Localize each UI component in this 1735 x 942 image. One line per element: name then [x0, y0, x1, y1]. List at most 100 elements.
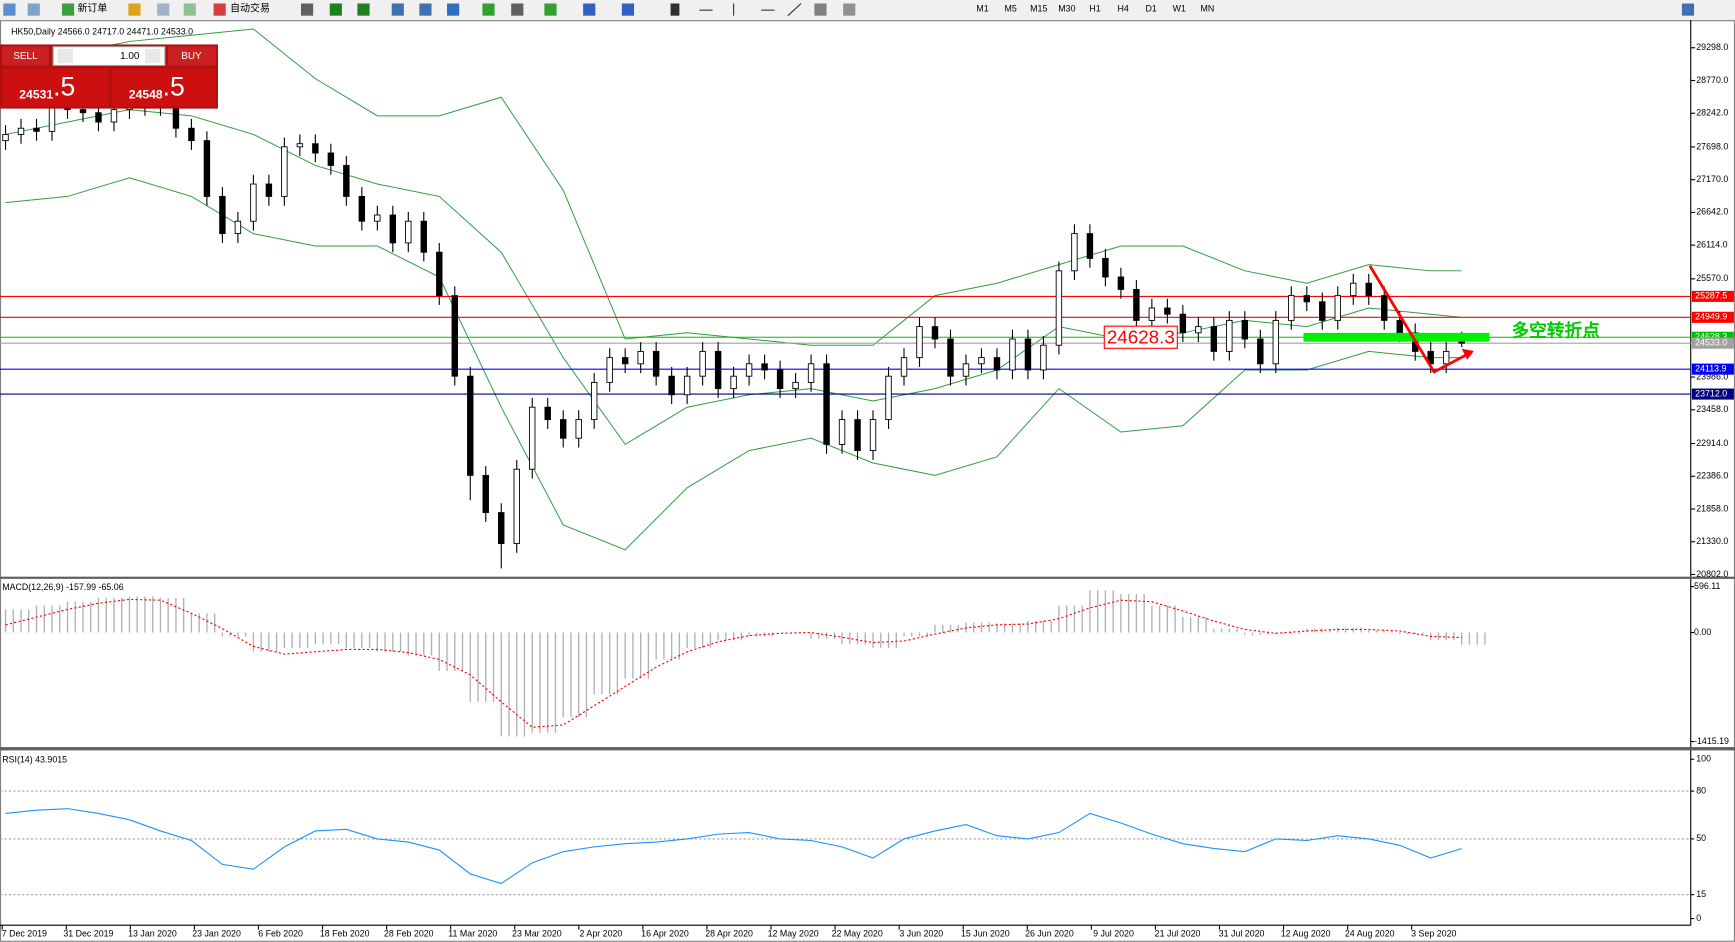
buy-button[interactable] [168, 46, 216, 66]
timeframe-button[interactable]: M5 [1005, 3, 1017, 13]
icon[interactable] [843, 3, 856, 16]
icon[interactable] [583, 3, 596, 16]
sell-price-pips[interactable]: .5 [53, 72, 75, 102]
sell-label[interactable]: SELL [13, 51, 38, 62]
timeframe-button[interactable]: M15 [1030, 3, 1047, 13]
x-tick-label: 21 Jul 2020 [1155, 928, 1201, 938]
candle-body [1226, 319, 1233, 352]
x-tick-label: 3 Jun 2020 [899, 928, 943, 938]
candle-body [312, 143, 319, 154]
icon[interactable] [482, 3, 495, 16]
candle-body [389, 214, 397, 244]
icon[interactable] [621, 3, 635, 16]
candle-body [1009, 338, 1016, 371]
icon[interactable] [787, 3, 802, 17]
price-pane: 29298.0 28770.0 28242.0 27698.0 27170.0 26642… [0, 28, 1734, 579]
spinner[interactable] [144, 48, 161, 64]
annotation-box [1103, 325, 1178, 349]
icon[interactable] [447, 3, 460, 16]
spinner[interactable] [57, 48, 74, 64]
x-tick-label: 3 Sep 2020 [1411, 928, 1456, 938]
candle-body [590, 381, 598, 421]
timeframe-button[interactable]: D1 [1146, 3, 1157, 13]
candle-body [1350, 282, 1357, 297]
buy-price[interactable]: 24548 [129, 88, 163, 102]
icon[interactable] [511, 3, 524, 16]
candle-body [219, 195, 226, 235]
icon[interactable] [329, 3, 342, 16]
buy-price-pips[interactable]: .5 [163, 72, 185, 102]
candle-body [1117, 276, 1125, 290]
y-tick-label: 15 [1696, 889, 1706, 899]
candle-body [467, 375, 474, 476]
y-tick-label: 22914.0 [1696, 438, 1728, 448]
timeframe-button[interactable]: H1 [1089, 3, 1100, 13]
buy-price-box[interactable] [111, 68, 216, 107]
timeframe-button[interactable]: M1 [976, 3, 988, 13]
icon[interactable] [544, 3, 557, 16]
icon[interactable] [391, 3, 404, 16]
sell-price[interactable]: 24531 [19, 88, 53, 102]
icon[interactable] [157, 3, 170, 16]
price-level-label: 24949.9 [1695, 312, 1727, 322]
x-tick-label: 23 Mar 2020 [512, 928, 562, 938]
icon[interactable] [183, 3, 196, 16]
y-tick-label: 23458.0 [1696, 404, 1728, 414]
candle-body [95, 112, 102, 123]
candle-body [1133, 288, 1140, 321]
icon[interactable] [300, 3, 314, 16]
x-tick-label: 31 Jul 2020 [1219, 928, 1265, 938]
y-tick-label: 23986.0 [1696, 371, 1728, 381]
candle-body [978, 357, 985, 365]
candle-body [1102, 257, 1109, 278]
timeframe-button[interactable]: M30 [1058, 3, 1075, 13]
candle-body [885, 375, 892, 421]
y-tick-label: 21858.0 [1696, 503, 1728, 513]
sell-button[interactable] [2, 46, 49, 66]
lots-input[interactable] [52, 46, 166, 67]
icon[interactable] [213, 3, 226, 16]
arrow-head [1461, 348, 1474, 360]
candle-body [1303, 295, 1310, 303]
icon[interactable] [357, 3, 370, 16]
candle-body [575, 419, 582, 439]
price-level-tag [1691, 363, 1734, 375]
lots-value[interactable]: 1.00 [120, 51, 140, 62]
candle-body [947, 338, 954, 377]
y-tick-label: 26642.0 [1696, 207, 1728, 217]
y-tick-label: 29298.0 [1696, 42, 1728, 52]
candle-body [343, 164, 350, 197]
icon[interactable] [419, 3, 432, 16]
icon[interactable] [27, 3, 40, 16]
timeframe-button[interactable]: W1 [1173, 3, 1186, 13]
candle-body [296, 143, 304, 148]
x-tick-label: 11 Mar 2020 [448, 928, 497, 938]
candle-body [529, 406, 536, 470]
toolbar-button[interactable]: 新订单 [77, 2, 107, 15]
candle-body [1086, 233, 1094, 259]
candle-body [730, 375, 737, 390]
timeframe-button[interactable]: MN [1201, 3, 1215, 13]
sell-price-box[interactable] [2, 68, 109, 107]
candle-body [482, 474, 489, 514]
candle-body [854, 419, 861, 452]
icon[interactable] [670, 3, 680, 16]
icon[interactable] [1681, 3, 1695, 16]
candle-body [436, 251, 443, 297]
x-tick-label: 28 Feb 2020 [384, 928, 434, 938]
icon[interactable] [3, 3, 16, 16]
candle-body [761, 363, 768, 371]
rsi-line [5, 808, 1462, 885]
price-level-tag [1691, 337, 1734, 349]
x-tick-label: 2 Apr 2020 [580, 928, 623, 938]
timeframe-button[interactable]: H4 [1117, 3, 1128, 13]
y-tick-label: 0 [1696, 913, 1701, 923]
icon[interactable] [128, 3, 141, 16]
macd-title: MACD(12,26,9) -157.99 -65.06 [2, 582, 124, 592]
buy-label[interactable]: BUY [181, 51, 202, 62]
icon[interactable] [814, 3, 827, 16]
icon[interactable] [61, 3, 75, 16]
toolbar-button[interactable]: 自动交易 [230, 2, 270, 15]
price-level-label: 24628.3 [1695, 332, 1727, 342]
x-tick-label: 23 Jan 2020 [192, 928, 241, 938]
